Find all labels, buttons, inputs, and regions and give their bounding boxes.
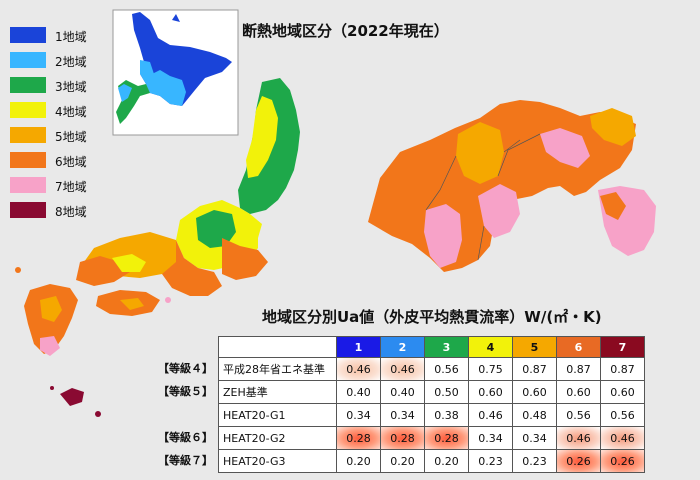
legend-swatch xyxy=(10,27,46,43)
table-row: HEAT20-G3 0.20 0.20 0.20 0.23 0.23 0.26 0.26 xyxy=(218,449,645,473)
legend-swatch xyxy=(10,177,46,193)
standard-name-cell: HEAT20-G3 xyxy=(218,449,337,473)
main-islands-map xyxy=(15,78,300,417)
ua-value-cell: 0.23 xyxy=(512,449,557,473)
ua-value-cell: 0.56 xyxy=(424,357,469,381)
ua-value-cell: 0.38 xyxy=(424,403,469,427)
zone-header-cell: 1 xyxy=(336,336,381,358)
standard-name-cell: HEAT20-G2 xyxy=(218,426,337,450)
shizuoka-detail-map xyxy=(368,100,656,272)
ua-value-cell: 0.40 xyxy=(336,380,381,404)
legend-label: 3地域 xyxy=(55,80,87,94)
grade-label: 【等級６】 xyxy=(158,431,213,444)
zone-header-cell: 4 xyxy=(468,336,513,358)
table-row: 平成28年省エネ基準 0.46 0.46 0.56 0.75 0.87 0.87 0.87 xyxy=(218,357,645,381)
ua-value-cell: 0.48 xyxy=(512,403,557,427)
legend-item: 7地域 xyxy=(10,177,140,194)
legend-label: 6地域 xyxy=(55,155,87,169)
header-blank-cell xyxy=(218,336,337,358)
ua-value-cell: 0.20 xyxy=(424,449,469,473)
ua-value-cell: 0.87 xyxy=(600,357,645,381)
ua-value-cell: 0.60 xyxy=(600,380,645,404)
legend-swatch xyxy=(10,77,46,93)
ua-value-cell: 0.46 xyxy=(336,357,381,381)
ua-value-cell: 0.34 xyxy=(512,426,557,450)
ua-value-cell: 0.46 xyxy=(600,426,645,450)
legend-item: 6地域 xyxy=(10,152,140,169)
table-row: HEAT20-G2 0.28 0.28 0.28 0.34 0.34 0.46 0.46 xyxy=(218,426,645,450)
standard-name-cell: HEAT20-G1 xyxy=(218,403,337,427)
ua-value-cell: 0.34 xyxy=(336,403,381,427)
ua-value-cell: 0.56 xyxy=(556,403,601,427)
table-row: ZEH基準 0.40 0.40 0.50 0.60 0.60 0.60 0.60 xyxy=(218,380,645,404)
table-row: HEAT20-G1 0.34 0.34 0.38 0.46 0.48 0.56 0.56 xyxy=(218,403,645,427)
legend-item: 8地域 xyxy=(10,202,140,219)
ua-value-cell: 0.46 xyxy=(468,403,513,427)
legend-swatch xyxy=(10,52,46,68)
legend-label: 8地域 xyxy=(55,205,87,219)
legend-swatch xyxy=(10,102,46,118)
ua-value-cell: 0.46 xyxy=(380,357,425,381)
legend-swatch xyxy=(10,202,46,218)
hokkaido-map xyxy=(116,12,232,124)
zone-header-cell: 6 xyxy=(556,336,601,358)
legend-swatch xyxy=(10,127,46,143)
ua-value-cell: 0.34 xyxy=(380,403,425,427)
ua-value-cell: 0.26 xyxy=(556,449,601,473)
ua-value-cell: 0.28 xyxy=(380,426,425,450)
legend-item: 1地域 xyxy=(10,27,140,44)
ua-value-cell: 0.26 xyxy=(600,449,645,473)
ua-value-cell: 0.50 xyxy=(424,380,469,404)
ua-value-cell: 0.23 xyxy=(468,449,513,473)
ua-value-cell: 0.87 xyxy=(512,357,557,381)
grade-label: 【等級７】 xyxy=(158,454,213,467)
standard-name-cell: 平成28年省エネ基準 xyxy=(218,357,337,381)
grade-label: 【等級５】 xyxy=(158,385,213,398)
legend-label: 1地域 xyxy=(55,30,87,44)
map-title: 断熱地域区分（2022年現在） xyxy=(242,22,449,40)
legend-item: 4地域 xyxy=(10,102,140,119)
zone-header-cell: 5 xyxy=(512,336,557,358)
ua-value-cell: 0.34 xyxy=(468,426,513,450)
legend-item: 5地域 xyxy=(10,127,140,144)
legend-item: 2地域 xyxy=(10,52,140,69)
ua-value-cell: 0.28 xyxy=(424,426,469,450)
ua-value-cell: 0.20 xyxy=(336,449,381,473)
legend-label: 2地域 xyxy=(55,55,87,69)
ua-value-cell: 0.87 xyxy=(556,357,601,381)
legend-label: 5地域 xyxy=(55,130,87,144)
ua-value-cell: 0.20 xyxy=(380,449,425,473)
grade-label: 【等級４】 xyxy=(158,362,213,375)
ua-value-cell: 0.46 xyxy=(556,426,601,450)
zone-header-cell: 3 xyxy=(424,336,469,358)
zone-header-cell: 7 xyxy=(600,336,645,358)
ua-value-cell: 0.60 xyxy=(468,380,513,404)
ua-value-cell: 0.60 xyxy=(512,380,557,404)
ua-value-cell: 0.75 xyxy=(468,357,513,381)
standard-name-cell: ZEH基準 xyxy=(218,380,337,404)
ua-value-cell: 0.60 xyxy=(556,380,601,404)
legend-swatch xyxy=(10,152,46,168)
ua-value-cell: 0.40 xyxy=(380,380,425,404)
zone-header-cell: 2 xyxy=(380,336,425,358)
table-title: 地域区分別Ua値（外皮平均熱貫流率）W/(㎡・K) xyxy=(262,308,602,326)
legend-label: 4地域 xyxy=(55,105,87,119)
ua-value-cell: 0.56 xyxy=(600,403,645,427)
legend-item: 3地域 xyxy=(10,77,140,94)
legend-label: 7地域 xyxy=(55,180,87,194)
ua-value-cell: 0.28 xyxy=(336,426,381,450)
